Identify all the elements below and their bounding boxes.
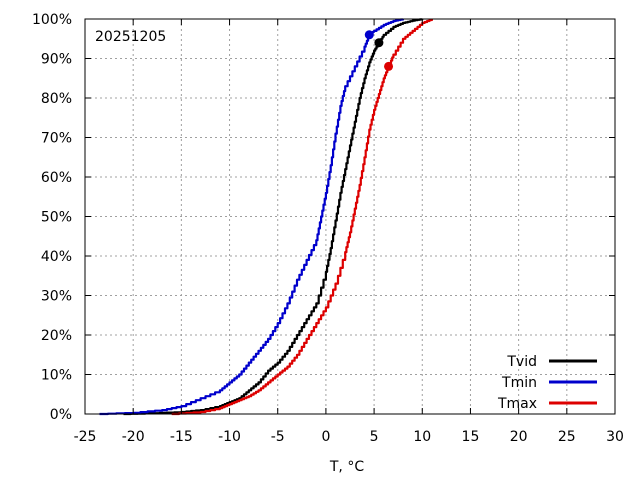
- y-tick-label: 20%: [41, 328, 72, 344]
- x-tick-label: 20: [510, 429, 528, 445]
- y-tick-label: 100%: [32, 12, 72, 28]
- y-axis: 0% 10% 20% 30% 40% 50% 60% 70% 80% 90% 100%: [32, 12, 615, 423]
- x-axis: -25 -20 -15 -10 -5 0 5 10 15 20 25 30: [74, 19, 624, 445]
- x-tick-label: 25: [558, 429, 576, 445]
- y-tick-label: 60%: [41, 170, 72, 186]
- y-tick-label: 0%: [50, 407, 72, 423]
- x-tick-label: 0: [321, 429, 330, 445]
- x-axis-label: T, °C: [329, 459, 364, 475]
- legend-label-tvid: Tvid: [506, 354, 537, 370]
- marker-layer: [364, 30, 394, 71]
- grid: [85, 19, 615, 414]
- series-marker-tvid: [374, 38, 384, 48]
- y-tick-label: 50%: [41, 210, 72, 226]
- series-marker-tmax: [384, 61, 394, 71]
- x-tick-label: -25: [74, 429, 97, 445]
- y-tick-label: 80%: [41, 91, 72, 107]
- legend-label-tmax: Tmax: [497, 396, 537, 412]
- y-tick-label: 70%: [41, 131, 72, 147]
- x-tick-label: -15: [170, 429, 193, 445]
- legend-label-tmin: Tmin: [501, 375, 537, 391]
- y-tick-label: 40%: [41, 249, 72, 265]
- y-tick-label: 90%: [41, 52, 72, 68]
- x-tick-label: 10: [413, 429, 431, 445]
- x-tick-label: -5: [271, 429, 285, 445]
- series-line-tmin: [99, 18, 405, 416]
- x-tick-label: 15: [462, 429, 480, 445]
- x-tick-label: -20: [122, 429, 145, 445]
- series-marker-tmin: [364, 30, 374, 40]
- y-tick-label: 10%: [41, 368, 72, 384]
- x-tick-label: -10: [218, 429, 241, 445]
- x-tick-label: 5: [370, 429, 379, 445]
- x-tick-label: 30: [606, 429, 624, 445]
- legend: Tvid Tmin Tmax: [497, 354, 597, 412]
- y-tick-label: 30%: [41, 289, 72, 305]
- series-line-tvid: [123, 18, 424, 416]
- chart-annotation: 20251205: [95, 29, 166, 45]
